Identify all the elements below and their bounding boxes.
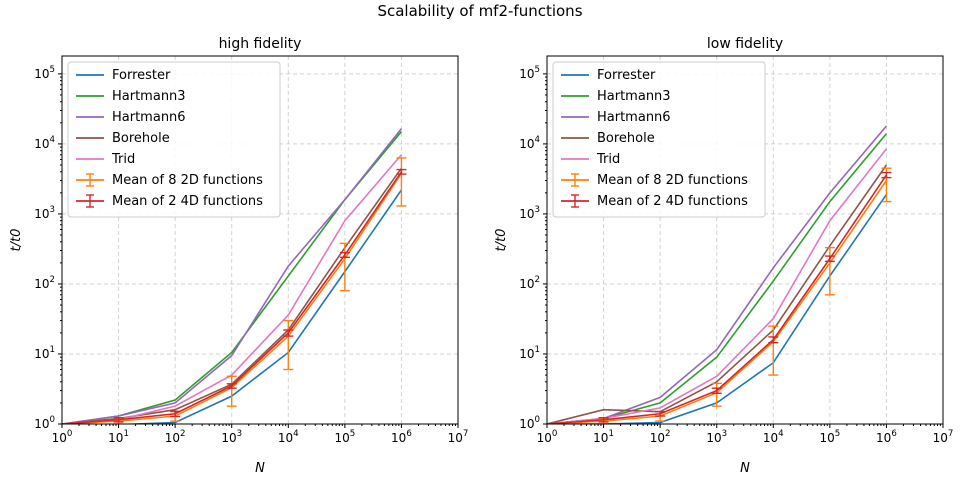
legend-label: Borehole — [112, 131, 170, 146]
y-tick-label: 100 — [519, 415, 540, 431]
legend-label: Mean of 8 2D functions — [112, 173, 263, 188]
x-axis: 100 101 102 103 104 105 106 107 — [52, 424, 469, 445]
x-tick-label: 107 — [448, 429, 469, 445]
legend-label: Mean of 2 4D functions — [597, 194, 748, 209]
x-tick-label: 105 — [819, 429, 840, 445]
y-axis-label: t/t0 — [494, 229, 509, 252]
x-axis-label: N — [255, 461, 265, 476]
x-axis-label: N — [740, 461, 750, 476]
x-tick-label: 106 — [876, 429, 897, 445]
legend-label: Trid — [596, 152, 620, 167]
legend-label: Forrester — [597, 68, 656, 83]
series-group — [547, 125, 892, 424]
x-tick-label: 106 — [391, 429, 412, 445]
x-tick-label: 101 — [108, 429, 129, 445]
y-tick-label: 103 — [34, 205, 55, 221]
legend-label: Forrester — [112, 68, 171, 83]
y-tick-label: 104 — [34, 135, 55, 151]
x-tick-label: 100 — [52, 429, 73, 445]
y-axis: 100 101 102 103 104 105 — [519, 65, 547, 431]
chart-title: high fidelity — [219, 36, 302, 52]
x-tick-label: 101 — [593, 429, 614, 445]
plot-frame — [61, 55, 459, 425]
legend-box — [67, 61, 281, 218]
legend-label: Trid — [111, 152, 135, 167]
x-tick-label: 102 — [165, 429, 186, 445]
legend: Forrester Hartmann3 Hartmann6 Borehole Trid M… — [67, 61, 281, 218]
y-tick-label: 101 — [519, 345, 540, 361]
y-axis: 100 101 102 103 104 105 — [34, 65, 62, 431]
legend-label: Hartmann6 — [112, 110, 186, 125]
y-tick-label: 103 — [519, 205, 540, 221]
y-tick-label: 105 — [34, 65, 55, 81]
legend-label: Hartmann6 — [597, 110, 671, 125]
legend-label: Mean of 2 4D functions — [112, 194, 263, 209]
y-axis-label: t/t0 — [9, 229, 24, 252]
chart-panel: 100 101 102 103 104 105 106 1071001011021031041… — [9, 36, 468, 476]
legend-label: Hartmann3 — [112, 89, 186, 104]
y-tick-label: 102 — [34, 275, 55, 291]
plot-frame — [546, 55, 944, 425]
chart-panel: 100 101 102 103 104 105 106 1071001011021031041… — [494, 36, 953, 476]
chart-title: low fidelity — [707, 36, 783, 52]
y-tick-label: 105 — [519, 65, 540, 81]
y-tick-label: 101 — [34, 345, 55, 361]
y-tick-label: 102 — [519, 275, 540, 291]
series-line — [547, 164, 888, 424]
legend-box — [552, 61, 766, 218]
y-tick-label: 100 — [34, 415, 55, 431]
x-tick-label: 104 — [278, 429, 299, 445]
legend-label: Borehole — [597, 131, 655, 146]
x-tick-label: 102 — [650, 429, 671, 445]
series-group — [62, 128, 407, 424]
legend-label: Hartmann3 — [597, 89, 671, 104]
figure-title: Scalability of mf2-functions — [377, 2, 582, 20]
x-tick-label: 100 — [537, 429, 558, 445]
x-axis: 100 101 102 103 104 105 106 107 — [537, 424, 954, 445]
x-tick-label: 103 — [706, 429, 727, 445]
legend: Forrester Hartmann3 Hartmann6 Borehole Trid M… — [552, 61, 766, 218]
series-line — [62, 128, 403, 424]
y-tick-label: 104 — [519, 135, 540, 151]
x-tick-label: 107 — [933, 429, 954, 445]
x-tick-label: 105 — [334, 429, 355, 445]
x-tick-label: 104 — [763, 429, 784, 445]
legend-label: Mean of 8 2D functions — [597, 173, 748, 188]
x-tick-label: 103 — [221, 429, 242, 445]
